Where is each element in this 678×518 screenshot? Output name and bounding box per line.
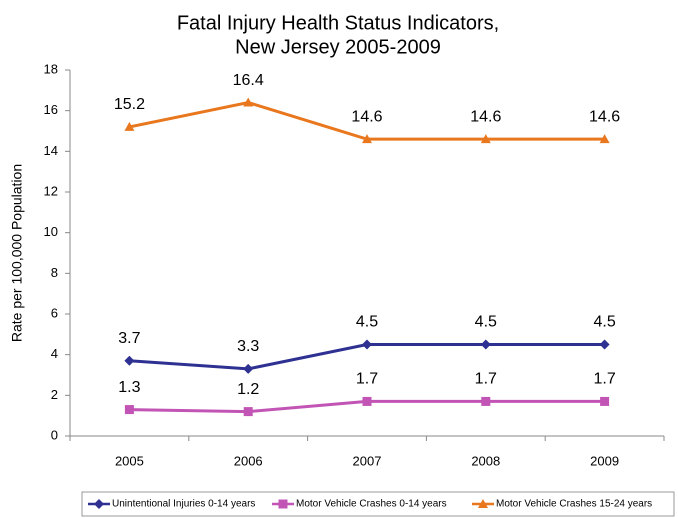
x-tick-label: 2006: [234, 453, 263, 468]
data-point: [362, 396, 372, 406]
data-label: 1.7: [593, 371, 615, 388]
data-label: 15.2: [114, 96, 145, 113]
y-tick-label: 4: [51, 346, 58, 361]
data-point: [243, 407, 253, 417]
data-point: [600, 396, 610, 406]
legend-label: Unintentional Injuries 0-14 years: [112, 499, 255, 510]
data-point: [243, 363, 254, 374]
data-point: [124, 121, 135, 131]
data-point: [124, 405, 134, 415]
data-label: 16.4: [233, 72, 264, 89]
y-tick-label: 6: [51, 305, 58, 320]
data-label: 14.6: [589, 108, 620, 125]
data-point: [599, 134, 610, 144]
data-label: 1.7: [356, 371, 378, 388]
data-label: 1.3: [118, 379, 140, 396]
legend-marker: [478, 499, 488, 508]
data-point: [124, 355, 135, 366]
data-label: 4.5: [593, 314, 615, 331]
data-label: 1.2: [237, 381, 259, 398]
data-label: 14.6: [351, 108, 382, 125]
chart-title: Fatal Injury Health Status Indicators,: [177, 12, 499, 34]
y-tick-label: 8: [51, 265, 58, 280]
legend-box: [81, 491, 675, 517]
data-label: 1.7: [475, 371, 497, 388]
data-point: [480, 134, 491, 144]
data-point: [362, 339, 372, 350]
y-tick-label: 12: [44, 183, 58, 198]
legend-marker: [278, 499, 288, 509]
data-label: 3.7: [118, 330, 140, 347]
legend-marker: [94, 499, 104, 509]
data-label: 4.5: [356, 314, 378, 331]
x-tick-label: 2007: [353, 453, 382, 468]
data-label: 14.6: [470, 108, 501, 125]
y-tick-label: 18: [44, 61, 58, 76]
chart-title: New Jersey 2005-2009: [235, 36, 441, 58]
legend-label: Motor Vehicle Crashes 0-14 years: [296, 499, 447, 510]
y-tick-label: 10: [44, 224, 58, 239]
data-point: [362, 134, 372, 144]
data-point: [243, 97, 254, 107]
y-tick-label: 2: [51, 387, 58, 402]
x-tick-label: 2005: [115, 453, 144, 468]
y-tick-label: 16: [44, 102, 58, 117]
data-point: [480, 339, 491, 350]
x-tick-label: 2009: [590, 453, 619, 468]
data-point: [481, 396, 491, 406]
data-label: 3.3: [237, 338, 259, 355]
x-tick-label: 2008: [471, 453, 500, 468]
y-axis-label: Rate per 100,000 Population: [9, 164, 25, 342]
data-point: [599, 339, 610, 350]
y-tick-label: 14: [44, 143, 58, 158]
data-label: 4.5: [475, 314, 497, 331]
legend-label: Motor Vehicle Crashes 15-24 years: [496, 499, 652, 510]
y-tick-label: 0: [51, 427, 58, 442]
